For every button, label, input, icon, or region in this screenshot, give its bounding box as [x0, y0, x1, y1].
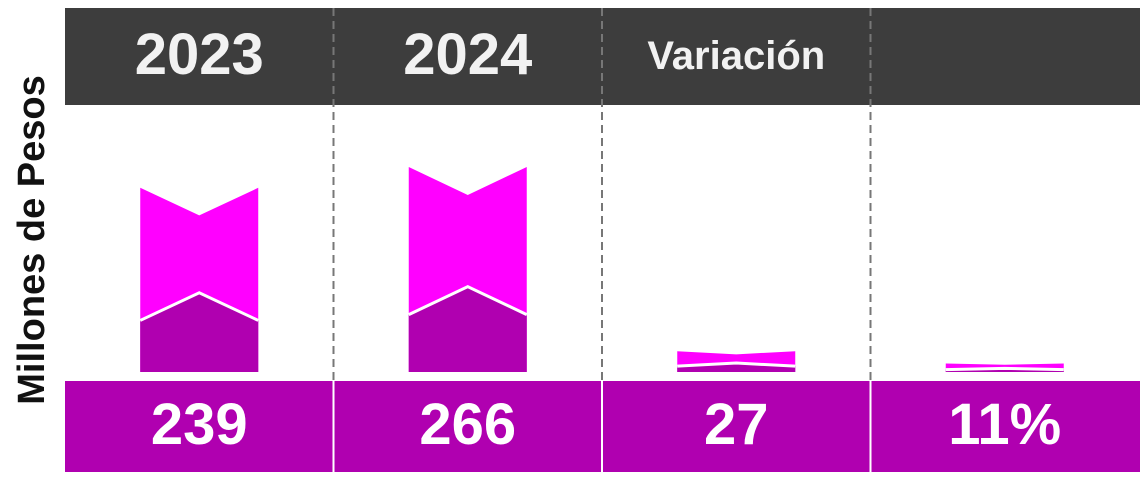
header-label: 2023	[135, 22, 264, 87]
bar-group	[677, 351, 796, 372]
value-label: 266	[419, 392, 516, 457]
bar-group	[139, 187, 259, 372]
bar-divider	[677, 361, 796, 368]
bar-divider	[139, 291, 259, 322]
header-label: Variación	[647, 34, 825, 78]
value-label: 27	[704, 392, 769, 457]
bar-lower	[140, 292, 259, 372]
bar-lower	[408, 286, 527, 372]
y-axis-label: Millones de Pesos	[11, 75, 53, 404]
header-label: 2024	[403, 22, 532, 87]
bar-group	[408, 167, 528, 372]
bar-divider	[945, 366, 1064, 372]
value-label: 11%	[948, 392, 1061, 457]
bar-group	[945, 363, 1064, 372]
bar-divider	[408, 284, 528, 316]
value-label: 239	[151, 392, 248, 457]
